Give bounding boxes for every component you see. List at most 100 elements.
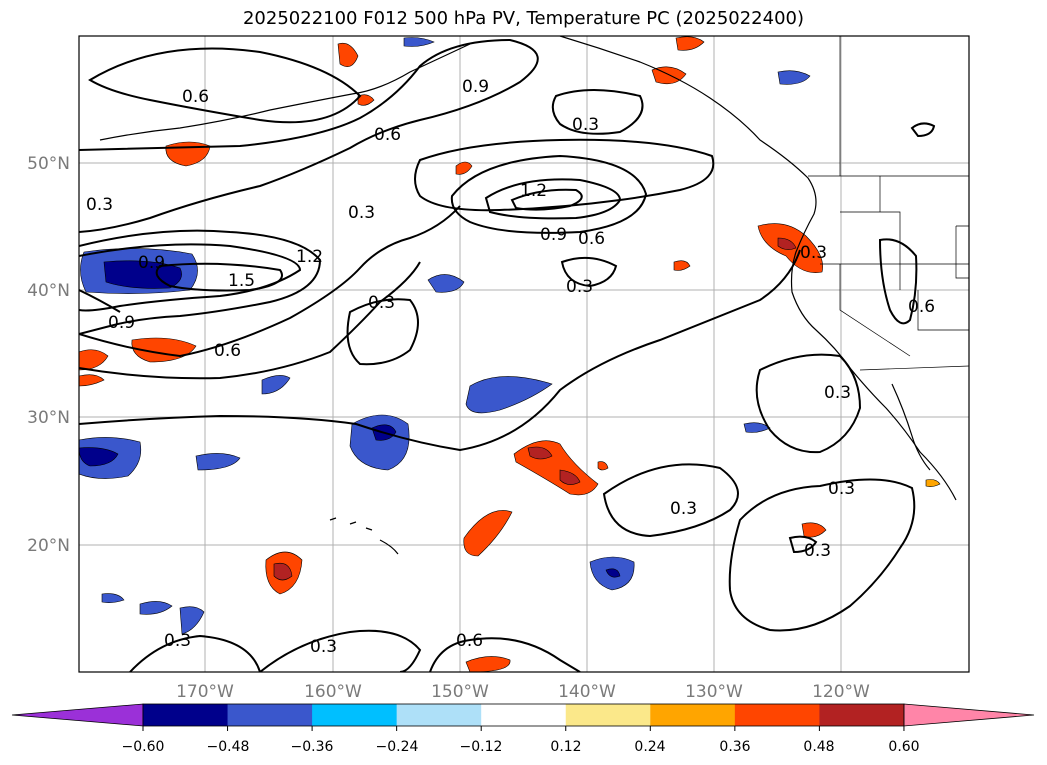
colorbar-tick: 0.36 [719, 739, 750, 755]
contour-label: 0.9 [540, 225, 567, 245]
contour-label: 0.6 [214, 341, 241, 361]
pv-contour [429, 637, 581, 672]
colorbar-tick: 0.24 [634, 739, 665, 755]
pv-contour [79, 289, 121, 313]
pv-contour [560, 256, 618, 288]
positive-anomaly-blob [925, 479, 941, 487]
contour-label: 0.3 [804, 541, 831, 561]
negative-anomaly-blob [101, 593, 125, 603]
pv-contour [79, 229, 322, 335]
pv-contour [910, 122, 936, 138]
negative-anomaly-blob [427, 274, 465, 293]
contour-label: 0.3 [566, 277, 593, 297]
strong-negative-anomaly-blob [79, 447, 119, 467]
latitude-labels: 50°N 40°N 30°N 20°N [27, 154, 70, 556]
pv-contour [79, 38, 539, 233]
pv-contour [728, 478, 916, 632]
pv-contour [259, 629, 422, 672]
pv-contour [79, 261, 421, 380]
colorbar-tick: 0.12 [550, 739, 581, 755]
colorbar-tick: −0.12 [460, 739, 503, 755]
colorbar-border [142, 703, 905, 727]
colorbar-segment [819, 704, 905, 726]
negative-anomaly-blob [743, 422, 771, 433]
contour-label: 0.3 [670, 499, 697, 519]
contour-label: 0.3 [572, 115, 599, 135]
colorbar-segment [396, 704, 482, 726]
contour-label: 0.3 [164, 631, 191, 651]
lat-label-30n: 30°N [27, 408, 70, 428]
colorbar-extend-high [903, 703, 1035, 727]
map-title: 2025022100 F012 500 hPa PV, Temperature … [242, 8, 805, 29]
contour-label: 0.3 [86, 195, 113, 215]
colorbar-segment [312, 704, 398, 726]
contour-label: 1.2 [296, 247, 323, 267]
positive-anomaly-blob [675, 36, 705, 51]
map-area: 0.6 0.9 0.6 0.3 0.3 0.3 1.2 0.9 0.6 0.3 … [79, 36, 969, 672]
contour-label: 0.3 [310, 637, 337, 657]
lon-label-160w: 160°W [304, 682, 362, 702]
gridlines [79, 36, 969, 672]
negative-anomaly-blob [403, 37, 435, 47]
positive-anomaly-blob [79, 374, 105, 387]
strong-positive-anomaly-blob [273, 562, 293, 581]
positive-anomaly-blob [673, 260, 691, 271]
pv-contours [79, 38, 936, 672]
lat-label-40n: 40°N [27, 281, 70, 301]
lon-label-140w: 140°W [558, 682, 616, 702]
contour-labels: 0.6 0.9 0.6 0.3 0.3 0.3 1.2 0.9 0.6 0.3 … [86, 77, 935, 657]
pv-contour [346, 298, 419, 366]
pv-contour [88, 47, 362, 124]
contour-label: 0.9 [108, 313, 135, 333]
colorbar-tick: −0.36 [291, 739, 334, 755]
colorbar-segment [227, 704, 313, 726]
pv-contour [602, 463, 739, 538]
pv-contour [79, 249, 801, 452]
contour-label: 0.6 [578, 229, 605, 249]
contour-label: 0.3 [824, 383, 851, 403]
colorbar-segment [143, 704, 229, 726]
positive-anomaly-blob [337, 42, 359, 67]
strong-positive-anomaly-blob [777, 237, 797, 250]
positive-anomaly-blob [463, 510, 513, 557]
pv-contour [755, 353, 862, 454]
lat-label-20n: 20°N [27, 536, 70, 556]
negative-anomaly-blob [465, 376, 553, 414]
pv-contour [129, 634, 261, 672]
pv-contour [788, 535, 818, 554]
state-borders [808, 36, 969, 371]
contour-label: 0.6 [908, 297, 935, 317]
pv-contour [510, 188, 583, 211]
colorbar-tick: 0.60 [888, 739, 919, 755]
contour-label: 0.9 [462, 77, 489, 97]
coastlines [99, 36, 957, 555]
colorbar-tick: 0.48 [803, 739, 834, 755]
negative-anomaly-blob [777, 70, 811, 85]
strong-positive-anomaly-blob [527, 446, 553, 460]
contour-label: 0.6 [182, 87, 209, 107]
negative-anomaly-blob [349, 414, 410, 471]
contour-label: 0.3 [348, 203, 375, 223]
colorbar-segment [481, 704, 567, 726]
contour-label: 0.6 [374, 125, 401, 145]
lon-label-120w: 120°W [812, 682, 870, 702]
pv-contour [484, 178, 622, 220]
pv-contour [79, 205, 461, 358]
negative-anomaly-blob [139, 601, 173, 615]
pv-contour [450, 154, 648, 234]
positive-anomaly-blob [455, 161, 473, 175]
contour-label: 0.6 [456, 631, 483, 651]
longitude-labels: 170°W 160°W 150°W 140°W 130°W 120°W [176, 682, 870, 702]
strong-positive-anomaly-blob [559, 469, 581, 485]
negative-anomaly-blob [261, 375, 291, 395]
colorbar-segment [650, 704, 736, 726]
colorbar-extend-low [11, 703, 144, 727]
lat-label-50n: 50°N [27, 154, 70, 174]
lon-label-170w: 170°W [176, 682, 234, 702]
colorbar-tick: −0.24 [376, 739, 419, 755]
pv-contour [878, 238, 918, 325]
lon-label-150w: 150°W [431, 682, 489, 702]
colorbar-segment [565, 704, 651, 726]
strong-negative-anomaly-blob [605, 568, 621, 578]
colorbar-segment [734, 704, 820, 726]
